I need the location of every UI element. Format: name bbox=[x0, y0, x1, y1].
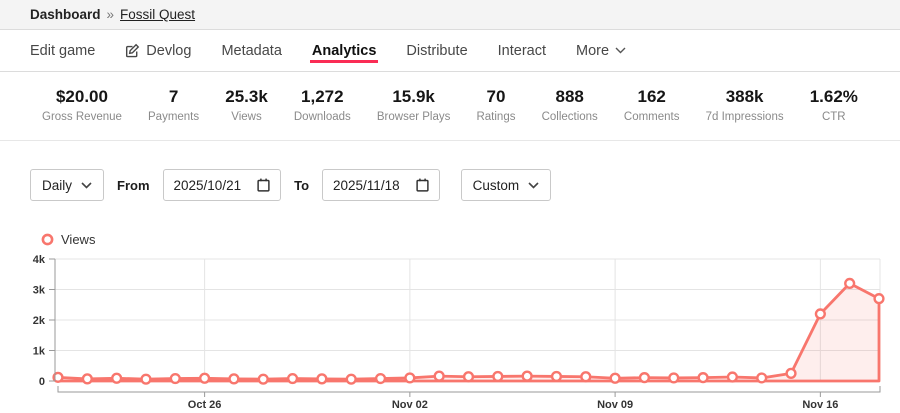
to-label: To bbox=[294, 177, 310, 193]
range-select-value: Custom bbox=[472, 177, 520, 193]
stat-label: CTR bbox=[821, 111, 846, 123]
tab-label: Edit game bbox=[30, 42, 96, 59]
stat-value: 70 bbox=[486, 87, 506, 106]
interval-select[interactable]: Daily bbox=[30, 169, 105, 201]
breadcrumb: Dashboard » Fossil Quest bbox=[0, 0, 900, 30]
stat-comments: 162 Comments bbox=[624, 87, 680, 123]
views-line-chart: 4k 3k 2k 1k 0 Oct 26 Nov 02 Nov 09 Nov 16 bbox=[33, 254, 885, 411]
calendar-icon[interactable] bbox=[257, 178, 270, 192]
legend-item-views[interactable]: Views bbox=[41, 232, 95, 247]
stat-ctr: 1.62% CTR bbox=[810, 87, 858, 123]
legend-label: Views bbox=[61, 232, 96, 247]
stat-7d-impressions: 388k 7d Impressions bbox=[706, 87, 784, 123]
stat-collections: 888 Collections bbox=[542, 87, 598, 123]
tab-edit-game[interactable]: Edit game bbox=[30, 30, 95, 71]
stat-label: Ratings bbox=[476, 111, 516, 123]
stat-label: Payments bbox=[148, 111, 200, 123]
tab-label: Interact bbox=[497, 42, 546, 59]
svg-text:2k: 2k bbox=[33, 315, 46, 327]
stat-value: 162 bbox=[637, 87, 666, 106]
chart-area: 4k 3k 2k 1k 0 Oct 26 Nov 02 Nov 09 Nov 16 bbox=[0, 250, 900, 413]
breadcrumb-dashboard[interactable]: Dashboard bbox=[30, 7, 101, 22]
tab-bar: Edit game Devlog Metadata Analytics Dist… bbox=[0, 30, 900, 72]
stat-gross-revenue: $20.00 Gross Revenue bbox=[42, 87, 122, 123]
svg-text:4k: 4k bbox=[33, 254, 46, 266]
tab-devlog[interactable]: Devlog bbox=[125, 30, 191, 71]
series-marker-icon bbox=[41, 233, 54, 246]
stat-value: 7 bbox=[168, 87, 179, 106]
breadcrumb-game-link[interactable]: Fossil Quest bbox=[120, 7, 196, 22]
calendar-icon[interactable] bbox=[415, 178, 429, 192]
stat-value: 1,272 bbox=[301, 87, 344, 106]
stat-value: 25.3k bbox=[225, 87, 268, 106]
stats-bar: $20.00 Gross Revenue 7 Payments 25.3k Vi… bbox=[0, 73, 900, 141]
tab-distribute[interactable]: Distribute bbox=[406, 30, 467, 71]
stat-value: 388k bbox=[725, 87, 764, 106]
filter-bar: Daily From 2025/10/21 To 2025/11/18 bbox=[30, 169, 552, 201]
stat-value: 15.9k bbox=[392, 87, 435, 106]
stat-label: Comments bbox=[623, 111, 680, 123]
from-label: From bbox=[117, 177, 150, 193]
svg-text:1k: 1k bbox=[33, 346, 46, 358]
interval-select-value: Daily bbox=[42, 177, 73, 193]
svg-text:Nov 16: Nov 16 bbox=[802, 399, 838, 411]
tab-label: More bbox=[576, 42, 610, 59]
stat-label: 7d Impressions bbox=[705, 111, 784, 123]
stat-label: Gross Revenue bbox=[42, 111, 122, 123]
chevron-down-icon bbox=[615, 47, 626, 54]
tab-label: Distribute bbox=[406, 42, 468, 59]
tab-label: Analytics bbox=[311, 42, 377, 59]
from-date-value: 2025/10/21 bbox=[173, 177, 242, 193]
from-date-input[interactable]: 2025/10/21 bbox=[162, 169, 282, 201]
stat-value: 888 bbox=[555, 87, 584, 106]
range-select[interactable]: Custom bbox=[460, 169, 552, 201]
tab-label: Devlog bbox=[146, 42, 192, 59]
tab-interact[interactable]: Interact bbox=[498, 30, 546, 71]
svg-text:Oct 26: Oct 26 bbox=[188, 399, 222, 411]
tab-metadata[interactable]: Metadata bbox=[221, 30, 281, 71]
chevron-down-icon bbox=[81, 181, 92, 189]
stat-browser-plays: 15.9k Browser Plays bbox=[377, 87, 451, 123]
tab-more[interactable]: More bbox=[576, 30, 626, 71]
stat-label: Downloads bbox=[293, 111, 351, 123]
stat-label: Browser Plays bbox=[376, 111, 451, 123]
chevron-down-icon bbox=[528, 181, 539, 189]
stat-label: Collections bbox=[541, 111, 598, 123]
svg-text:Nov 09: Nov 09 bbox=[597, 399, 633, 411]
edit-pencil-icon bbox=[125, 43, 140, 58]
svg-text:3k: 3k bbox=[33, 285, 46, 297]
stat-downloads: 1,272 Downloads bbox=[294, 87, 351, 123]
svg-text:0: 0 bbox=[39, 376, 45, 388]
stat-value: 1.62% bbox=[809, 87, 858, 106]
stat-value: $20.00 bbox=[55, 87, 108, 106]
to-date-value: 2025/11/18 bbox=[333, 177, 400, 193]
tab-analytics[interactable]: Analytics bbox=[309, 30, 379, 71]
svg-text:Nov 02: Nov 02 bbox=[392, 399, 428, 411]
stat-views: 25.3k Views bbox=[225, 87, 268, 123]
stat-payments: 7 Payments bbox=[148, 87, 199, 123]
to-date-input[interactable]: 2025/11/18 bbox=[322, 169, 440, 201]
stat-ratings: 70 Ratings bbox=[476, 87, 515, 123]
tab-label: Metadata bbox=[221, 42, 282, 59]
stat-label: Views bbox=[231, 111, 262, 123]
breadcrumb-separator: » bbox=[106, 7, 115, 22]
